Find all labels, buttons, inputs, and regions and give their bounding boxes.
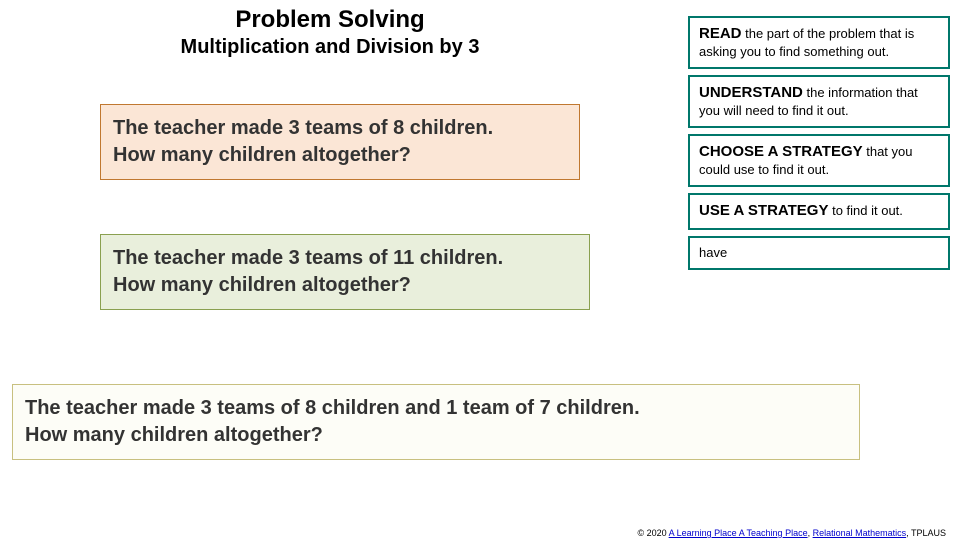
problem-1-line-1: The teacher made 3 teams of 8 children.	[113, 115, 567, 142]
sidebar-rest: to find it out.	[828, 203, 902, 218]
problem-1-line-2: How many children altogether?	[113, 142, 567, 169]
footer-link-2[interactable]: Relational Mathematics	[813, 528, 907, 538]
sidebar-lead: CHOOSE A STRATEGY	[699, 143, 863, 160]
problem-box-3: The teacher made 3 teams of 8 children a…	[12, 384, 860, 460]
sidebar-step-understand: UNDERSTAND the information that you will…	[688, 75, 950, 128]
sidebar-rest: have	[699, 245, 727, 260]
sidebar-lead: READ	[699, 25, 742, 42]
problem-2-line-1: The teacher made 3 teams of 11 children.	[113, 245, 577, 272]
footer-tail: , TPLAUS	[906, 528, 946, 538]
problem-box-1: The teacher made 3 teams of 8 children. …	[100, 104, 580, 180]
problem-3-line-1: The teacher made 3 teams of 8 children a…	[25, 395, 847, 422]
sidebar-step-read: READ the part of the problem that is ask…	[688, 16, 950, 69]
footer-credit: © 2020 A Learning Place A Teaching Place…	[637, 528, 946, 538]
strategy-sidebar: READ the part of the problem that is ask…	[688, 16, 950, 270]
footer-copyright: © 2020	[637, 528, 668, 538]
footer-link-1[interactable]: A Learning Place A Teaching Place	[669, 528, 808, 538]
sidebar-step-choose: CHOOSE A STRATEGY that you could use to …	[688, 134, 950, 187]
problem-2-line-2: How many children altogether?	[113, 272, 577, 299]
sidebar-step-partial: have	[688, 236, 950, 270]
sidebar-lead: USE A STRATEGY	[699, 202, 828, 219]
problem-3-line-2: How many children altogether?	[25, 422, 847, 449]
problem-box-2: The teacher made 3 teams of 11 children.…	[100, 234, 590, 310]
sidebar-step-use: USE A STRATEGY to find it out.	[688, 193, 950, 230]
sidebar-lead: UNDERSTAND	[699, 84, 803, 101]
